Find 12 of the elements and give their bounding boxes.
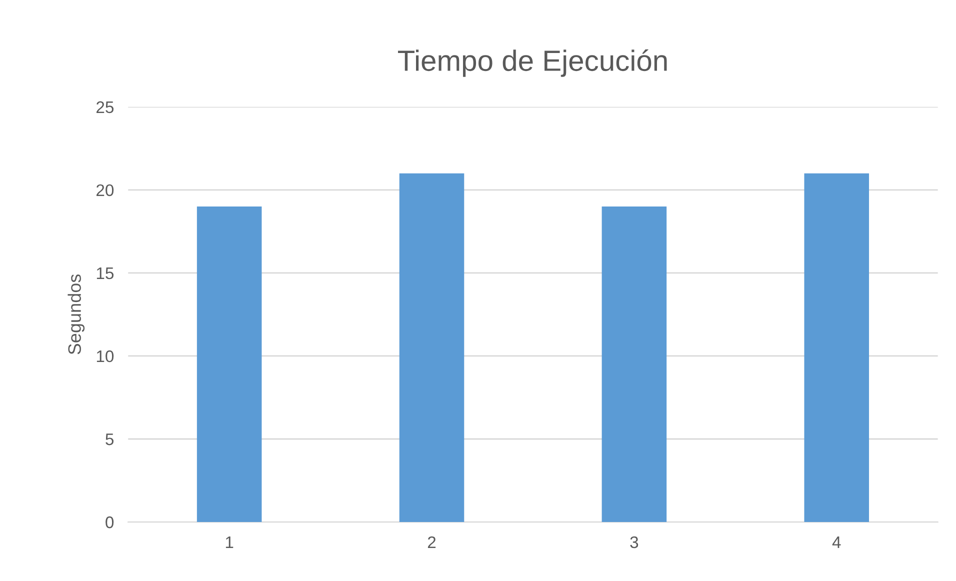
x-tick-label: 1 <box>226 536 234 548</box>
y-axis-title: Segundos <box>68 274 85 354</box>
y-tick-label: 0 <box>106 516 114 528</box>
y-tick-label: 15 <box>96 268 114 280</box>
x-tick-label: 2 <box>428 536 436 548</box>
x-tick-label: 4 <box>832 536 841 548</box>
chart-title: Tiempo de Ejecución <box>398 49 667 77</box>
y-tick-label: 25 <box>96 101 114 114</box>
y-tick-label: 10 <box>96 350 114 362</box>
y-tick-label: 20 <box>96 184 114 196</box>
y-tick-label: 5 <box>106 434 114 446</box>
x-tick-label: 3 <box>630 536 638 548</box>
